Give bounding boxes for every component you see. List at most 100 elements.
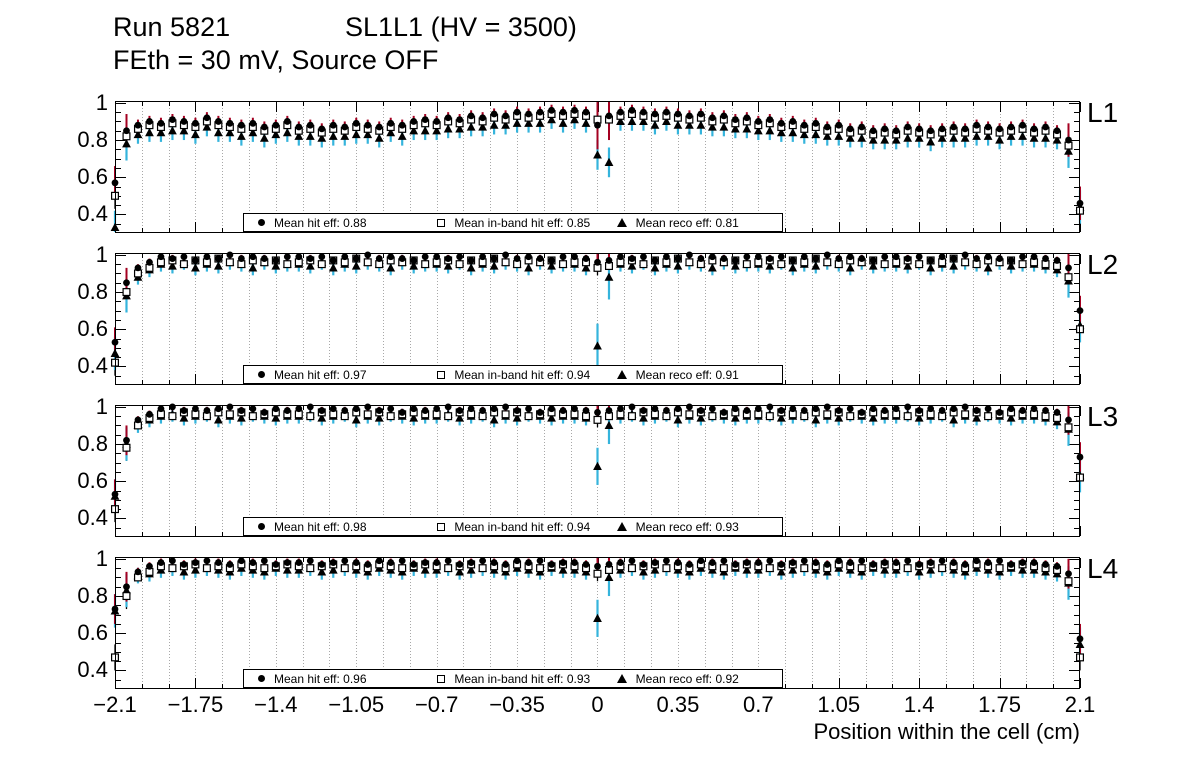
- triangle-marker: [914, 133, 924, 142]
- square-marker: [880, 260, 889, 269]
- circle-marker: [605, 112, 613, 120]
- circle-marker: [1030, 125, 1038, 133]
- plot-title-run: Run 5821: [113, 12, 231, 42]
- triangle-marker: [489, 120, 499, 129]
- triangle-marker: [593, 461, 602, 470]
- circle-marker: [260, 409, 268, 416]
- triangle-marker: [501, 120, 510, 129]
- triangle-marker: [868, 135, 878, 144]
- circle-marker: [433, 559, 441, 566]
- circle-marker: [329, 559, 337, 566]
- circle-marker: [973, 121, 981, 129]
- circle-marker: [192, 257, 199, 264]
- legend-entry: Mean hit eff: 0.96: [244, 673, 423, 685]
- triangle-marker: [949, 261, 959, 270]
- circle-marker: [548, 257, 555, 264]
- circle-marker: [375, 557, 383, 565]
- circle-marker: [295, 123, 303, 131]
- square-marker: [317, 260, 326, 269]
- x-tick-label: −0.7: [414, 692, 459, 717]
- circle-marker: [961, 403, 969, 411]
- y-tick-label: 1: [95, 545, 108, 571]
- circle-marker: [800, 407, 808, 414]
- triangle-marker: [604, 572, 614, 582]
- triangle-marker: [443, 124, 453, 133]
- triangle-marker: [650, 263, 660, 272]
- triangle-marker: [581, 263, 591, 272]
- circle-marker: [479, 557, 487, 565]
- square-marker: [202, 564, 211, 573]
- triangle-marker: [248, 128, 258, 137]
- triangle-marker: [191, 129, 200, 139]
- circle-marker: [582, 407, 590, 414]
- circle-marker: [180, 118, 188, 125]
- circle-marker: [398, 409, 406, 416]
- circle-marker: [973, 557, 981, 565]
- triangle-marker: [639, 413, 648, 422]
- circle-marker: [812, 559, 820, 566]
- triangle-marker: [811, 261, 821, 270]
- circle-marker: [433, 405, 441, 413]
- circle-marker: [766, 403, 774, 411]
- triangle-marker: [351, 129, 361, 139]
- circle-marker: [881, 559, 889, 566]
- circle-marker: [456, 561, 464, 568]
- triangle-marker: [639, 567, 648, 576]
- triangle-marker: [225, 128, 235, 137]
- circle-marker: [697, 110, 705, 118]
- circle-marker: [617, 559, 624, 566]
- x-axis-title: Position within the cell (cm): [813, 719, 1080, 744]
- circle-marker: [479, 114, 487, 122]
- triangle-marker: [328, 131, 338, 140]
- circle-marker: [651, 559, 659, 566]
- circle-marker: [134, 121, 142, 129]
- circle-marker: [341, 407, 349, 414]
- circle-marker: [846, 253, 854, 261]
- triangle-marker: [213, 261, 223, 270]
- circle-marker: [720, 112, 728, 120]
- triangle-marker: [776, 128, 786, 137]
- triangle-marker: [1052, 135, 1062, 144]
- circle-marker: [640, 253, 647, 261]
- circle-marker: [686, 251, 693, 259]
- square-marker: [662, 564, 671, 573]
- circle-marker: [731, 257, 739, 264]
- square-marker: [823, 410, 832, 419]
- triangle-marker: [753, 126, 763, 135]
- circle-marker: [904, 255, 912, 262]
- circle-marker: [444, 255, 452, 262]
- circle-marker: [1019, 121, 1026, 129]
- circle-marker: [777, 253, 785, 261]
- triangle-marker: [547, 413, 556, 422]
- circle-marker: [984, 559, 992, 566]
- circle-marker: [823, 123, 831, 131]
- circle-marker: [559, 108, 567, 116]
- circle-marker: [743, 559, 751, 566]
- circle-marker: [823, 403, 831, 411]
- circle-marker: [984, 253, 992, 261]
- square-marker: [386, 412, 395, 421]
- triangle-marker: [707, 122, 717, 131]
- circle-marker: [858, 255, 866, 262]
- circle-marker: [674, 255, 682, 262]
- circle-marker: [180, 561, 188, 568]
- circle-marker: [306, 255, 314, 262]
- circle-marker: [318, 125, 326, 133]
- circle-marker: [950, 559, 958, 566]
- triangle-marker: [650, 565, 660, 574]
- triangle-marker: [857, 133, 867, 142]
- circle-marker: [754, 405, 762, 413]
- triangle-marker: [558, 565, 568, 574]
- circle-marker: [789, 405, 797, 413]
- circle-marker: [915, 407, 923, 414]
- panel-L2: Mean hit eff: 0.97 Mean in-band hit eff: …: [110, 251, 1085, 385]
- circle-marker: [927, 559, 935, 566]
- square-marker: [1064, 577, 1073, 586]
- circle-marker: [387, 559, 395, 566]
- circle-marker: [134, 416, 142, 424]
- triangle-marker: [696, 413, 706, 422]
- circle-marker: [123, 279, 130, 287]
- circle-marker: [731, 405, 739, 413]
- circle-marker: [743, 253, 751, 261]
